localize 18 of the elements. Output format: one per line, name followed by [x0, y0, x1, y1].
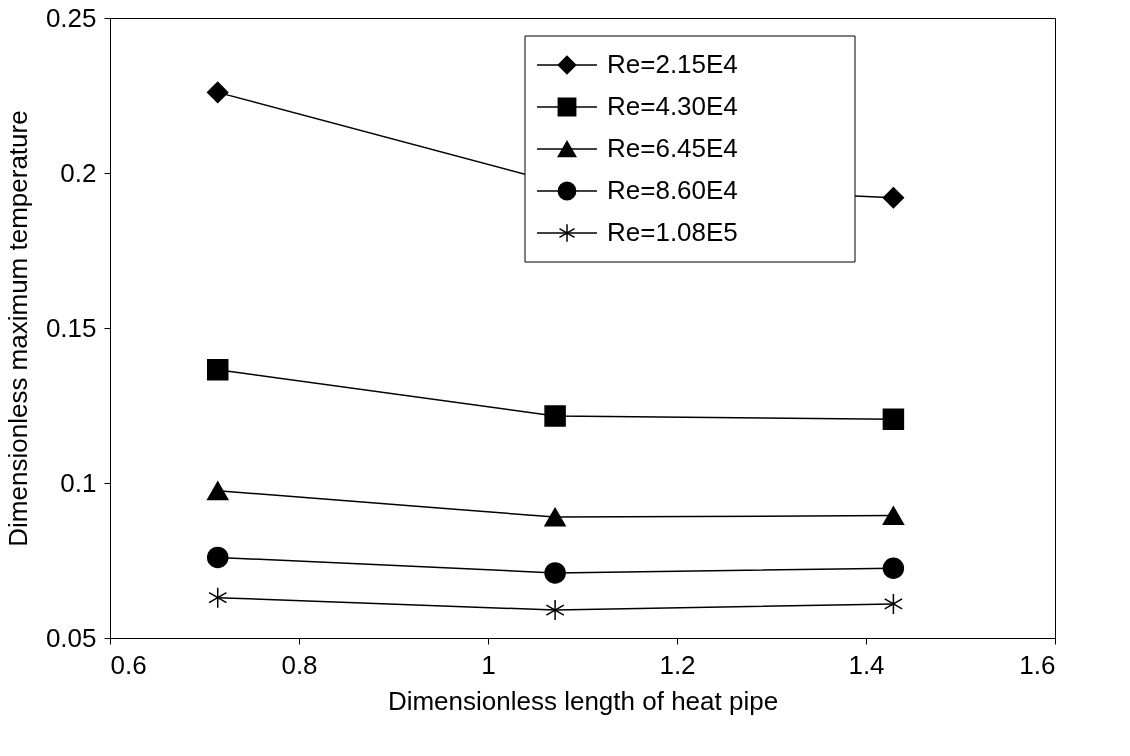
x-tick-label: 1	[481, 649, 496, 680]
y-tick-label: 0.15	[45, 312, 97, 343]
legend-label: Re=8.60E4	[607, 175, 738, 205]
legend-label: Re=6.45E4	[607, 133, 738, 163]
x-tick-label: 0.6	[110, 649, 147, 680]
legend-label: Re=2.15E4	[607, 49, 738, 79]
y-tick-label: 0.05	[45, 622, 97, 653]
x-tick-label: 1.6	[1019, 649, 1056, 680]
x-tick-label: 1.2	[659, 649, 696, 680]
y-tick-label: 0.25	[45, 2, 97, 33]
y-axis-title: Dimensionless maximum temperature	[2, 110, 33, 547]
x-tick-label: 0.8	[281, 649, 318, 680]
x-axis-title: Dimensionless length of heat pipe	[387, 685, 779, 716]
x-tick-label: 1.4	[848, 649, 885, 680]
y-tick-label: 0.2	[60, 157, 97, 188]
legend-label: Re=1.08E5	[607, 217, 738, 247]
y-tick-label: 0.1	[60, 467, 97, 498]
legend-label: Re=4.30E4	[607, 91, 738, 121]
